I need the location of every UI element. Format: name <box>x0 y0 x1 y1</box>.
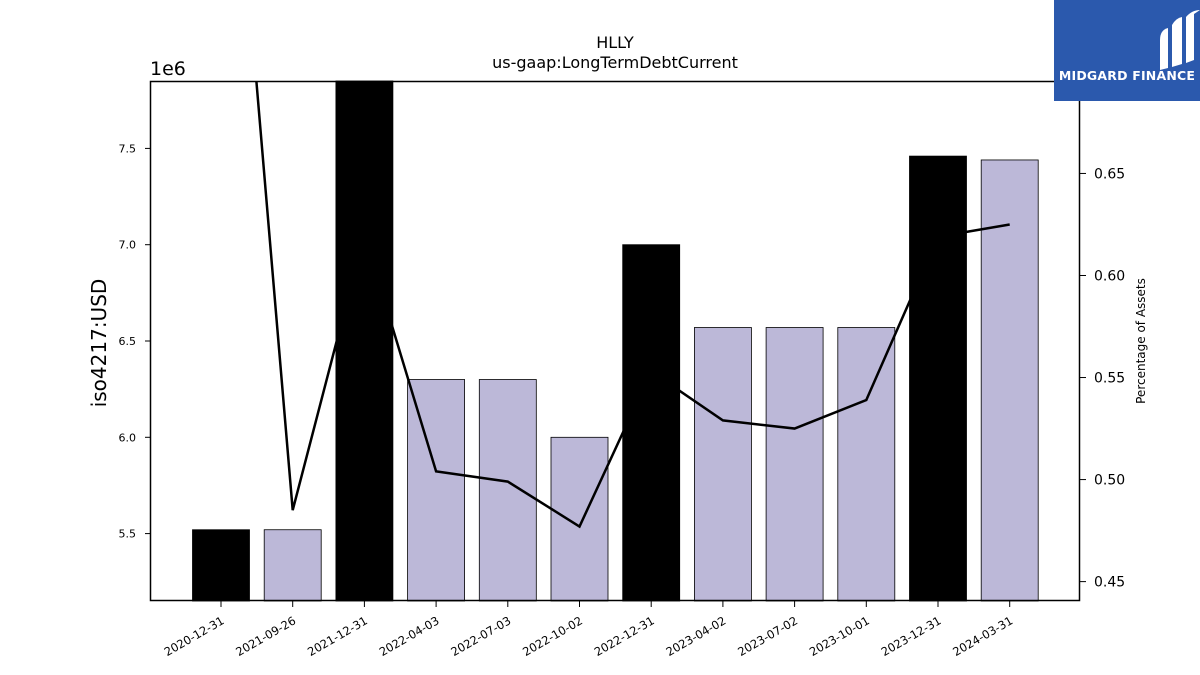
x-tick-label: 2023-04-02 <box>664 613 729 659</box>
x-tick-label: 2020-12-31 <box>162 613 227 659</box>
bar-2021-12-31 <box>336 81 393 601</box>
x-tick-label: 2024-03-31 <box>950 613 1015 659</box>
bar-2022-04-03 <box>408 380 465 601</box>
bar-2022-07-03 <box>479 380 536 601</box>
y2-tick-label: 0.50 <box>1094 473 1125 489</box>
y-tick-label: 5.5 <box>119 528 137 541</box>
y-tick-label: 6.5 <box>119 335 137 348</box>
x-tick-label: 2021-09-26 <box>233 613 298 659</box>
x-tick-label: 2023-10-01 <box>807 613 872 659</box>
bar-2024-03-31 <box>981 160 1038 601</box>
bar-2023-10-01 <box>838 328 895 601</box>
y-tick-label: 7.5 <box>119 142 137 155</box>
bars-layer <box>193 81 1039 601</box>
x-tick-label: 2023-12-31 <box>879 613 944 659</box>
bar-2021-09-26 <box>264 530 321 601</box>
x-tick-label: 2023-07-02 <box>735 613 800 659</box>
x-tick-label: 2022-07-03 <box>448 613 513 659</box>
chart-title: HLLY <box>596 33 634 52</box>
bar-2022-12-31 <box>623 245 680 601</box>
chart: HLLY us-gaap:LongTermDebtCurrent 1e6 iso… <box>0 0 1200 675</box>
logo-wordmark: MIDGARD FINANCE <box>1054 68 1200 83</box>
midgard-finance-logo: MIDGARD FINANCE <box>1054 0 1200 101</box>
x-tick-label: 2022-10-02 <box>520 613 585 659</box>
y2-tick-label: 0.55 <box>1094 371 1125 387</box>
y2-axis-label: Percentage of Assets <box>1134 278 1148 404</box>
chart-subtitle: us-gaap:LongTermDebtCurrent <box>492 53 738 72</box>
x-tick-label: 2022-04-03 <box>377 613 442 659</box>
x-tick-label: 2021-12-31 <box>305 613 370 659</box>
bar-2023-12-31 <box>910 156 967 601</box>
bar-2020-12-31 <box>193 530 250 601</box>
x-tick-label: 2022-12-31 <box>592 613 657 659</box>
midgard-logo-icon <box>1054 0 1200 72</box>
y-axis-label: iso4217:USD <box>87 279 111 408</box>
bar-2022-10-02 <box>551 437 608 601</box>
bar-2023-07-02 <box>766 328 823 601</box>
y-tick-label: 7.0 <box>119 239 137 252</box>
y-tick-label: 6.0 <box>119 431 137 444</box>
y2-tick-label: 0.60 <box>1094 268 1125 284</box>
bar-2023-04-02 <box>694 328 751 601</box>
y2-tick-label: 0.45 <box>1094 575 1125 591</box>
y-offset-label: 1e6 <box>150 58 186 80</box>
y2-tick-label: 0.65 <box>1094 166 1125 182</box>
